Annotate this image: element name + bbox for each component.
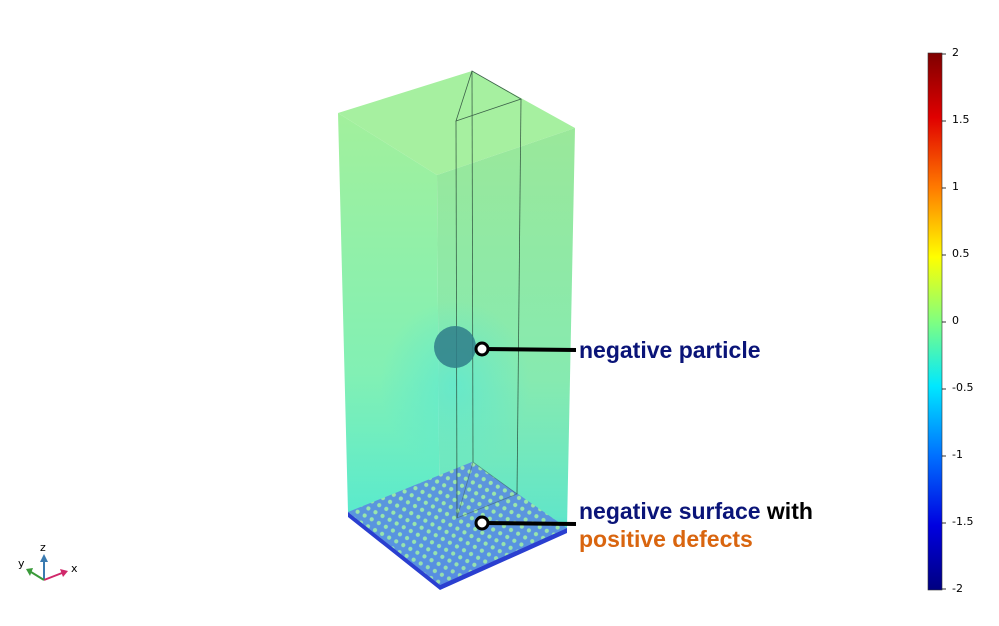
- x-axis-arrow: [43, 572, 63, 581]
- defect-surface-edge: [348, 512, 567, 590]
- particle-sphere: [434, 326, 476, 368]
- axes-triad: [26, 554, 68, 581]
- surface-label-main: negative surface: [579, 498, 761, 524]
- colorbar-tick-label: -0.5: [952, 381, 974, 394]
- defects-label: positive defects: [579, 526, 753, 552]
- defect-surface: [348, 462, 567, 585]
- x-axis-label: x: [71, 562, 78, 575]
- colorbar-tick-label: 0: [952, 314, 959, 327]
- particle-callout-marker: [474, 341, 490, 357]
- y-axis-arrow: [30, 571, 45, 581]
- colorbar-tick-label: -2: [952, 582, 963, 595]
- colorbar-ticks: [942, 53, 946, 590]
- field-glow: [380, 300, 530, 470]
- colorbar-tick-label: 2: [952, 46, 959, 59]
- surface-callout-marker: [474, 515, 490, 531]
- particle-label: negative particle: [579, 337, 761, 363]
- colorbar-tick-label: 0.5: [952, 247, 970, 260]
- surface-label-with: with: [766, 498, 813, 524]
- particle-callout-line: [481, 347, 577, 352]
- colorbar-tick-label: -1: [952, 448, 963, 461]
- surface-callout-line: [481, 521, 577, 526]
- wireframe-prism: [455, 70, 522, 519]
- colorbar-tick-label: 1.5: [952, 113, 970, 126]
- y-axis-label: y: [18, 557, 25, 570]
- surface-label: negative surface with: [579, 498, 813, 525]
- colorbar: [927, 52, 943, 591]
- colorbar-tick-label: -1.5: [952, 515, 974, 528]
- box-top-face: [338, 71, 575, 175]
- colorbar-tick-label: 1: [952, 180, 959, 193]
- z-axis-label: z: [40, 541, 46, 554]
